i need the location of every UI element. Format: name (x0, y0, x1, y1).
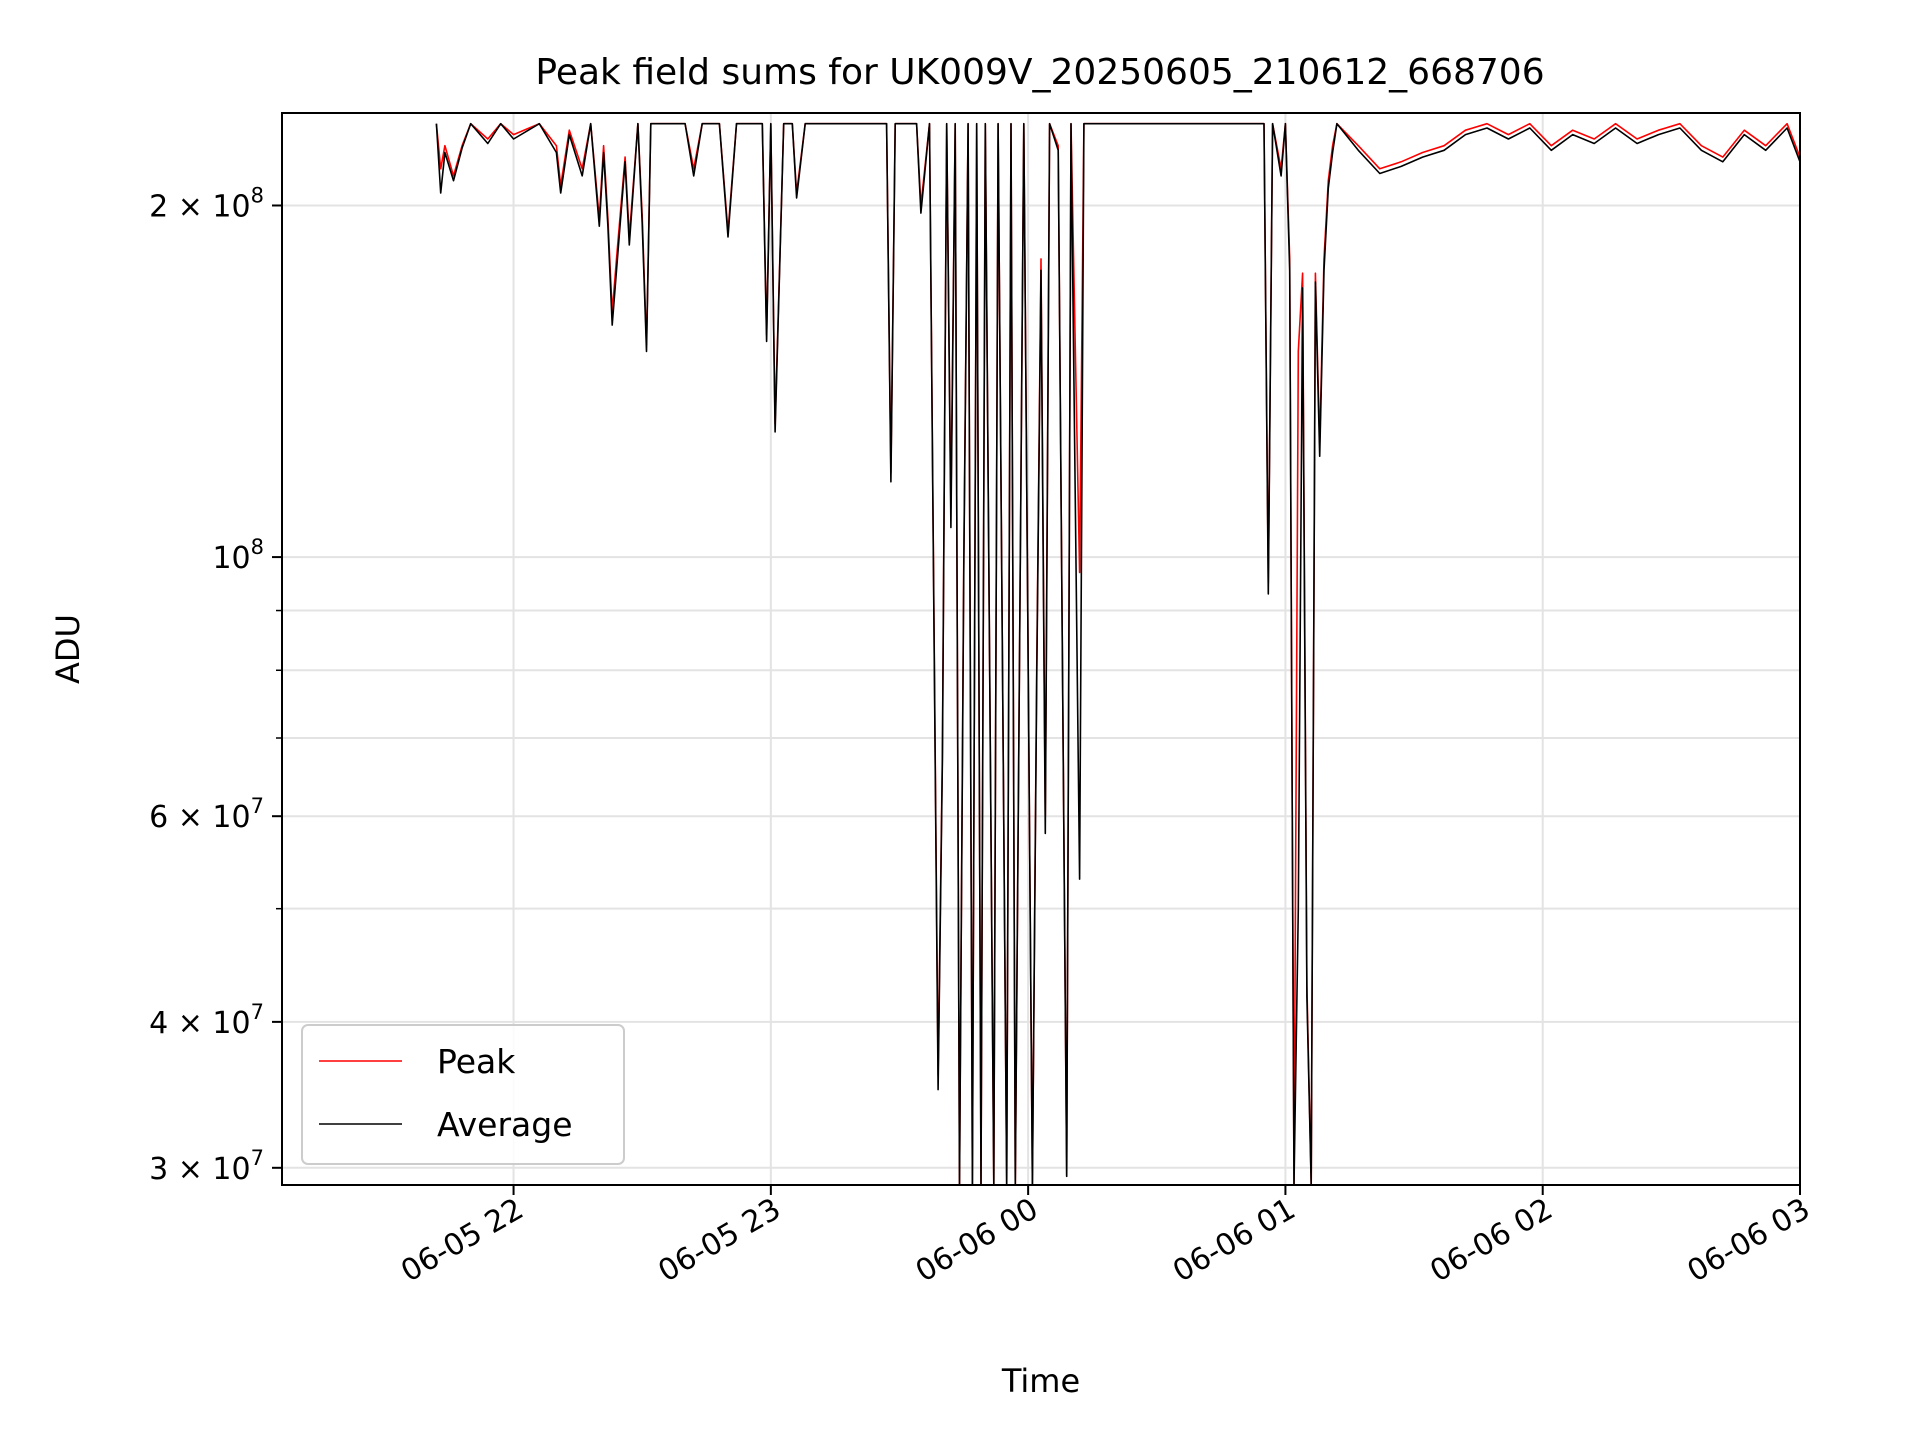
legend-label-peak: Peak (437, 1042, 516, 1081)
y-tick-label: 6 × 107 (149, 794, 264, 835)
y-axis-title: ADU (49, 614, 87, 684)
y-tick-label: 2 × 108 (149, 183, 264, 224)
legend-label-average: Average (437, 1105, 573, 1144)
chart-title: Peak field sums for UK009V_20250605_2106… (535, 52, 1544, 93)
x-axis-title: Time (1001, 1362, 1080, 1400)
series-line-peak (435, 122, 1800, 1185)
y-tick-label: 108 (212, 535, 264, 576)
series-line-average (435, 122, 1800, 1185)
y-tick-label: 3 × 107 (149, 1146, 264, 1187)
legend-box (301, 1024, 625, 1165)
y-tick-label: 4 × 107 (149, 1000, 264, 1041)
y-axis: 3 × 107 4 × 107 6 × 107 108 2 × 108 (149, 183, 282, 1187)
plot-frame (281, 112, 1801, 1186)
legend: Peak Average (301, 1024, 625, 1165)
series-layer (435, 122, 1800, 1185)
